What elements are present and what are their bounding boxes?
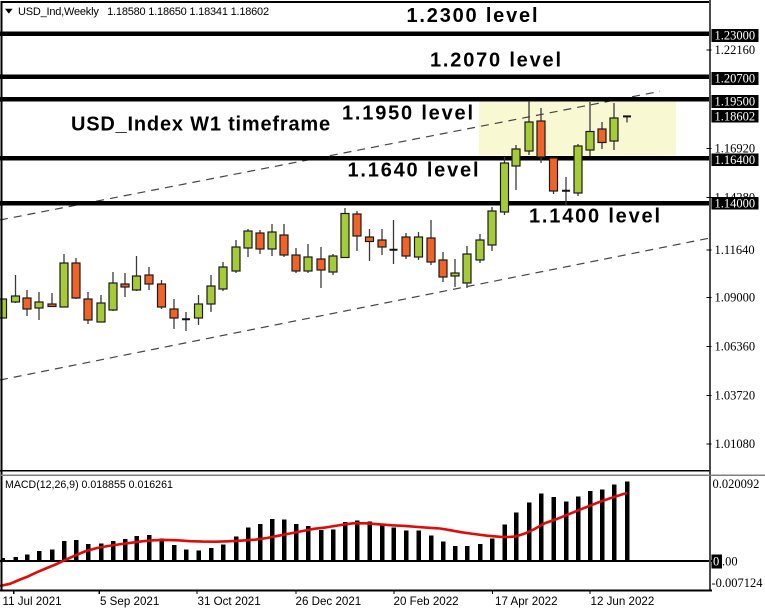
- svg-text:-0.007124: -0.007124: [712, 576, 764, 590]
- svg-text:26 Dec 2021: 26 Dec 2021: [296, 595, 362, 608]
- svg-text:31 Oct 2021: 31 Oct 2021: [198, 595, 261, 608]
- svg-text:20 Feb 2022: 20 Feb 2022: [394, 595, 459, 608]
- svg-text:1.06360: 1.06360: [715, 340, 756, 354]
- svg-text:11 Jul 2021: 11 Jul 2021: [3, 595, 62, 608]
- svg-text:1.1640 level: 1.1640 level: [348, 159, 481, 181]
- svg-text:1.16400: 1.16400: [715, 153, 756, 167]
- svg-text:USD_Ind,Weekly 1.18580 1.186: USD_Ind,Weekly 1.18580 1.18650 1.18341 1…: [18, 6, 269, 18]
- svg-text:1.01080: 1.01080: [715, 437, 756, 451]
- svg-text:1.23000: 1.23000: [715, 29, 756, 43]
- svg-text:5 Sep 2021: 5 Sep 2021: [100, 595, 159, 608]
- svg-text:1.19500: 1.19500: [715, 95, 756, 109]
- svg-text:1.1400 level: 1.1400 level: [529, 206, 662, 228]
- svg-text:12 Jun 2022: 12 Jun 2022: [591, 595, 655, 608]
- svg-text:1.22160: 1.22160: [715, 43, 756, 57]
- svg-text:1.11640: 1.11640: [715, 243, 755, 257]
- svg-text:MACD(12,26,9) 0.018855 0.01626: MACD(12,26,9) 0.018855 0.016261: [5, 479, 173, 491]
- svg-text:0.020092: 0.020092: [713, 477, 760, 491]
- svg-text:1.03720: 1.03720: [715, 389, 756, 403]
- svg-text:1.1950 level: 1.1950 level: [342, 103, 475, 125]
- svg-text:1.09000: 1.09000: [715, 291, 756, 305]
- svg-text:0: 0: [713, 555, 719, 569]
- svg-text:1.2300 level: 1.2300 level: [407, 5, 540, 27]
- svg-text:.00: .00: [722, 555, 738, 569]
- svg-text:17 Apr 2022: 17 Apr 2022: [495, 595, 558, 608]
- svg-text:1.20700: 1.20700: [715, 72, 756, 86]
- svg-text:1.18602: 1.18602: [715, 109, 756, 123]
- svg-text:USD_Index W1 timeframe: USD_Index W1 timeframe: [71, 114, 331, 136]
- svg-text:1.16920: 1.16920: [715, 142, 756, 156]
- svg-text:1.2070 level: 1.2070 level: [430, 50, 563, 72]
- svg-text:1.14000: 1.14000: [715, 196, 756, 210]
